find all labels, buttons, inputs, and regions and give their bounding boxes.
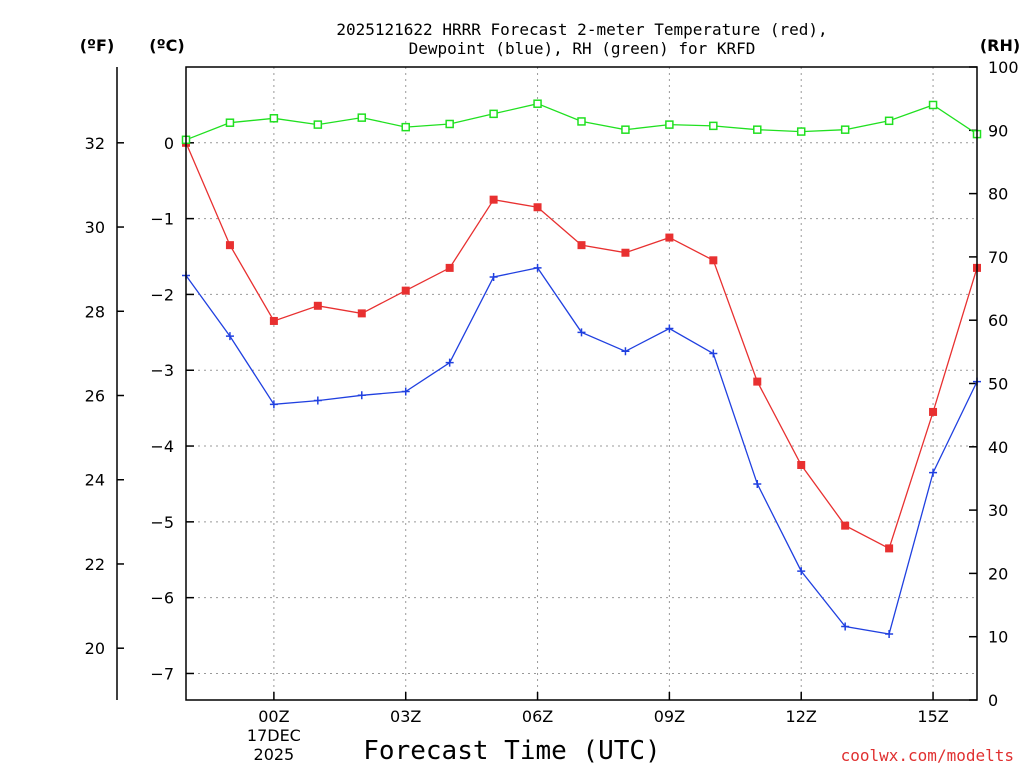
fahrenheit-tick-label: 30	[85, 218, 105, 237]
data-series	[181, 99, 982, 639]
fahrenheit-unit-label: (ºF)	[80, 36, 115, 55]
2-meter-temperature-point	[401, 286, 410, 295]
dewpoint-point	[577, 328, 586, 337]
2-meter-temperature-point	[709, 256, 718, 265]
rh-point	[840, 125, 850, 134]
rh-tick-label: 80	[988, 185, 1008, 204]
2-meter-temperature-point	[445, 263, 454, 272]
2-meter-temperature-point	[797, 460, 806, 469]
2-meter-temperature-point	[313, 301, 322, 310]
rh-tick-label: 10	[988, 628, 1008, 647]
rh-point	[709, 121, 718, 131]
dewpoint-point	[709, 349, 718, 358]
fahrenheit-tick-label: 32	[85, 134, 105, 153]
2-meter-temperature-point	[533, 203, 542, 212]
fahrenheit-tick-label: 20	[85, 639, 105, 658]
celsius-tick-label: −4	[150, 437, 174, 456]
2-meter-temperature-point	[225, 241, 234, 250]
plot-frame	[185, 66, 978, 701]
dewpoint-point	[489, 272, 498, 281]
celsius-unit-label: (ºC)	[149, 36, 184, 55]
2-meter-temperature-point	[269, 316, 278, 325]
rh-tick-label: 100	[988, 58, 1019, 77]
celsius-tick-label: −6	[150, 589, 174, 608]
dewpoint-point	[929, 468, 938, 477]
celsius-tick-label: −7	[150, 664, 174, 683]
dewpoint-point	[797, 567, 806, 576]
dewpoint-point	[621, 347, 630, 356]
rh-tick-label: 90	[988, 121, 1008, 140]
2-meter-temperature-point	[621, 248, 630, 257]
celsius-tick-label: −2	[150, 285, 174, 304]
x-tick-label: 00Z	[258, 707, 289, 726]
rh-point	[665, 120, 674, 129]
rh-point	[489, 109, 498, 119]
celsius-tick-label: −3	[150, 361, 174, 380]
dewpoint-point	[445, 358, 454, 367]
x-tick-label: 15Z	[917, 707, 948, 726]
rh-tick-label: 20	[988, 564, 1008, 583]
x-tick-label: 03Z	[390, 707, 421, 726]
2-meter-temperature-point	[885, 544, 894, 553]
x-year-label: 2025	[254, 745, 295, 764]
2-meter-temperature-point	[929, 407, 938, 416]
rh-point	[621, 125, 630, 134]
grid-lines	[186, 67, 977, 700]
rh-point	[357, 113, 367, 122]
rh-tick-label: 30	[988, 501, 1008, 520]
rh-point	[225, 118, 235, 127]
fahrenheit-tick-label: 26	[85, 387, 105, 406]
rh-point	[533, 99, 542, 108]
dewpoint-point	[269, 400, 278, 409]
rh-tick-label: 50	[988, 375, 1008, 394]
dewpoint-point	[885, 630, 894, 639]
celsius-tick-label: 0	[164, 134, 174, 153]
rh-point	[401, 122, 410, 132]
dewpoint-point	[313, 396, 322, 405]
x-tick-label: 09Z	[654, 707, 685, 726]
dewpoint-point	[225, 332, 234, 341]
dewpoint-line	[185, 267, 978, 635]
dewpoint-point	[533, 263, 542, 272]
fahrenheit-tick-label: 22	[85, 555, 105, 574]
rh-unit-label: (RH)	[980, 36, 1020, 55]
fahrenheit-tick-label: 28	[85, 302, 105, 321]
dewpoint-point	[753, 479, 762, 488]
dewpoint-point	[401, 387, 410, 396]
rh-tick-label: 60	[988, 311, 1008, 330]
rh-point	[796, 127, 806, 136]
rh-point	[269, 114, 279, 123]
chart-title-line2: Dewpoint (blue), RH (green) for KRFD	[409, 39, 756, 58]
2-meter-temperature-point	[665, 233, 674, 242]
chart-title-line1: 2025121622 HRRR Forecast 2-meter Tempera…	[336, 20, 827, 39]
2-meter-temperature-point	[577, 241, 586, 250]
rh-point	[753, 125, 762, 134]
rh-tick-label: 40	[988, 438, 1008, 457]
dewpoint-point	[357, 391, 366, 400]
source-credit: coolwx.com/modelts	[841, 746, 1014, 765]
dewpoint-point	[665, 324, 674, 333]
rh-tick-label: 70	[988, 248, 1008, 267]
rh-point	[313, 120, 323, 129]
dewpoint-point	[841, 622, 850, 631]
fahrenheit-tick-label: 24	[85, 471, 105, 490]
rh-point	[884, 116, 894, 126]
celsius-tick-label: −1	[150, 210, 174, 229]
x-tick-label: 06Z	[522, 707, 553, 726]
rh-point	[928, 100, 938, 110]
2-meter-temperature-point	[489, 195, 498, 204]
rh-point	[577, 117, 586, 126]
x-date-label: 17DEC	[247, 726, 301, 745]
celsius-tick-label: −5	[150, 513, 174, 532]
x-tick-label: 12Z	[786, 707, 817, 726]
2-meter-temperature-point	[753, 377, 762, 386]
2-meter-temperature-point	[357, 309, 366, 318]
2-meter-temperature-point	[841, 521, 850, 530]
rh-point	[445, 119, 454, 129]
2-meter-temperature-line	[185, 142, 978, 550]
rh-tick-label: 0	[988, 691, 998, 710]
x-axis-title: Forecast Time (UTC)	[363, 736, 660, 766]
